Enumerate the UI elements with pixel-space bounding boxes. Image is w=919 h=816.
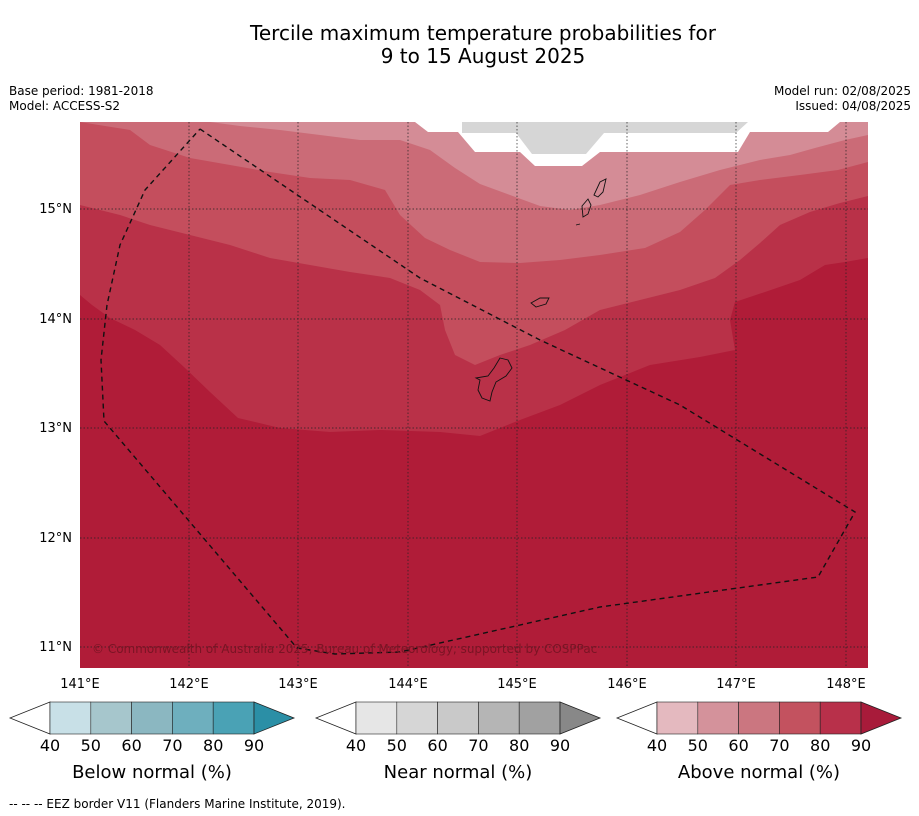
colorbar-tick-label: 60	[427, 736, 447, 755]
title-line-2: 9 to 15 August 2025	[380, 44, 586, 68]
latitude-labels: 15°N 14°N 13°N 12°N 11°N	[39, 202, 72, 655]
colorbar-tick-label: 70	[162, 736, 182, 755]
colorbar-label-below: Below normal (%)	[72, 762, 232, 783]
colorbar-segment	[697, 701, 739, 735]
colorbar-segment	[49, 701, 92, 735]
lon-label: 148°E	[826, 677, 866, 692]
colorbar-label-near: Near normal (%)	[384, 762, 533, 783]
colorbar-segment	[478, 701, 520, 735]
colorbar-segment	[212, 701, 255, 735]
island-aguijan	[575, 223, 581, 226]
footnote: -- -- -- EEZ border V11 (Flanders Marine…	[9, 797, 346, 811]
colorbar-segment	[779, 701, 821, 735]
base-period: Base period: 1981-2018	[9, 84, 154, 98]
colorbar-near-normal: 40 50 60 70 80 90	[314, 701, 602, 755]
colorbar-segment	[518, 701, 561, 735]
colorbar-segment	[90, 701, 132, 735]
colorbar-segment	[396, 701, 438, 735]
colorbar-tick-label: 40	[346, 736, 366, 755]
colorbar-tick-label: 90	[851, 736, 871, 755]
colorbar-tick-label: 70	[769, 736, 789, 755]
colorbar-tick-label: 40	[40, 736, 60, 755]
colorbar-tick-label: 80	[810, 736, 830, 755]
colorbar-over-triangle	[860, 701, 903, 735]
colorbar-under-triangle	[615, 701, 658, 735]
colorbar-segment	[738, 701, 780, 735]
copyright-notice: © Commonwealth of Australia 2025, Bureau…	[92, 642, 597, 656]
colorbar-segment	[131, 701, 173, 735]
colorbar-below-normal: 40 50 60 70 80 90	[8, 701, 296, 755]
title-line-1: Tercile maximum temperature probabilitie…	[250, 21, 716, 45]
colorbar-over-triangle	[559, 701, 602, 735]
eez-border	[100, 128, 856, 655]
island-saipan	[593, 178, 607, 198]
colorbar-above-normal: 40 50 60 70 80 90	[615, 701, 903, 755]
lon-label: 146°E	[607, 677, 647, 692]
colorbar-segment	[656, 701, 699, 735]
band-near-50-60	[462, 122, 748, 154]
probability-map: © Commonwealth of Australia 2025, Bureau…	[80, 122, 868, 668]
model-run: Model run: 02/08/2025	[773, 84, 911, 98]
gridlines	[80, 122, 868, 668]
lat-label: 12°N	[39, 531, 72, 546]
colorbar-tick-label: 40	[647, 736, 667, 755]
island-guam	[474, 357, 513, 402]
island-outlines	[474, 178, 607, 402]
colorbar-tick-label: 80	[509, 736, 529, 755]
colorbar-tick-label: 50	[688, 736, 708, 755]
colorbar-tick-label: 50	[81, 736, 101, 755]
lon-label: 143°E	[278, 677, 318, 692]
island-rota	[530, 297, 550, 308]
colorbar-tick-label: 50	[387, 736, 407, 755]
lon-label: 145°E	[497, 677, 537, 692]
lat-label: 14°N	[39, 312, 72, 327]
colorbar-tick-label: 60	[121, 736, 141, 755]
island-tinian	[581, 198, 592, 218]
colorbar-tick-label: 90	[244, 736, 264, 755]
lat-label: 11°N	[39, 640, 72, 655]
colorbar-label-above: Above normal (%)	[678, 762, 840, 783]
meta-right: Model run: 02/08/2025 Issued: 04/08/2025	[774, 84, 911, 114]
colorbar-over-triangle	[253, 701, 296, 735]
colorbar-tick-label: 70	[468, 736, 488, 755]
colorbar-under-triangle	[8, 701, 51, 735]
lon-label: 147°E	[716, 677, 756, 692]
lat-label: 15°N	[39, 202, 72, 217]
colorbar-segment	[172, 701, 214, 735]
colorbar-under-triangle	[314, 701, 357, 735]
colorbar-tick-label: 60	[728, 736, 748, 755]
chart-title: Tercile maximum temperature probabilitie…	[0, 22, 919, 68]
colorbar-tick-label: 80	[203, 736, 223, 755]
colorbar-segment	[819, 701, 862, 735]
lon-label: 141°E	[60, 677, 100, 692]
colorbar-segment	[437, 701, 479, 735]
longitude-labels: 141°E 142°E 143°E 144°E 145°E 146°E 147°…	[60, 677, 866, 692]
lon-label: 144°E	[388, 677, 428, 692]
lat-label: 13°N	[39, 421, 72, 436]
model-name: Model: ACCESS-S2	[9, 99, 121, 113]
colorbar-tick-label: 90	[550, 736, 570, 755]
meta-left: Base period: 1981-2018 Model: ACCESS-S2	[9, 84, 154, 114]
issued-date: Issued: 04/08/2025	[795, 99, 911, 113]
lon-label: 142°E	[169, 677, 209, 692]
colorbar-segment	[355, 701, 398, 735]
